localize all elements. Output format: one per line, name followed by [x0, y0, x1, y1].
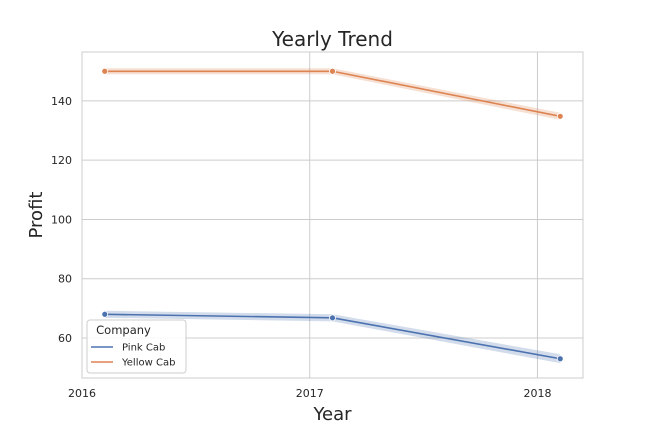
yellow-cab-point [329, 67, 336, 75]
y-axis-label: Profit [26, 192, 47, 239]
plot-area-frame [81, 51, 584, 379]
x-tick-label: 2018 [523, 387, 551, 400]
x-tick-label: 2016 [68, 387, 96, 400]
y-tick-label: 140 [51, 95, 72, 108]
pink-cab-point [101, 310, 109, 318]
yellow-cab-point [556, 112, 564, 120]
y-tick-label: 80 [58, 273, 72, 286]
pink-cab-point [556, 355, 564, 363]
yellow-cab-confidence-band [104, 68, 561, 120]
legend-label-yellow-cab: Yellow Cab [121, 358, 175, 369]
legend-label-pink-cab: Pink Cab [122, 343, 165, 354]
series-points [101, 67, 564, 363]
yellow-cab-line [104, 70, 561, 118]
legend-title: Company [96, 323, 151, 337]
y-tick-label: 100 [51, 213, 72, 226]
tick-labels: 60 80 100 120 140 2016 2017 2018 [51, 95, 551, 400]
pink-cab-point [329, 314, 336, 322]
x-tick-label: 2017 [296, 387, 324, 400]
legend-box [86, 319, 187, 374]
legend-items: Pink Cab Yellow Cab [91, 343, 175, 369]
chart-title: Yearly Trend [271, 27, 393, 51]
y-tick-label: 60 [58, 332, 72, 345]
x-axis-label: Year [312, 404, 352, 425]
y-tick-label: 120 [51, 154, 72, 167]
yellow-cab-point [101, 67, 109, 75]
legend: Company Pink Cab Yellow Cab [86, 319, 187, 374]
